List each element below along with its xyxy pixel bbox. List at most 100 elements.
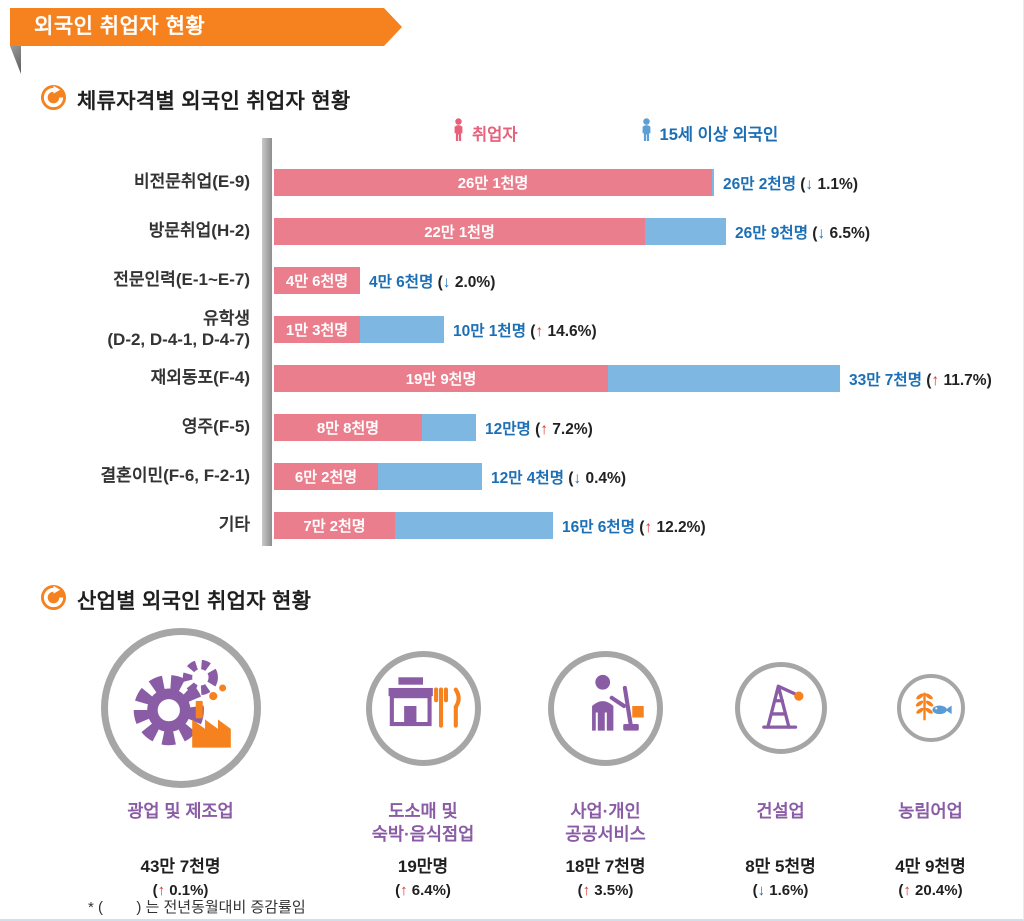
industry-change: (↑ 0.1%) <box>153 882 209 899</box>
section-bullet-icon <box>40 84 67 116</box>
up-arrow-icon: ↑ <box>540 420 548 438</box>
industry-change: (↑ 3.5%) <box>578 882 634 899</box>
paren-text: ( <box>634 518 645 536</box>
paren-text: ) <box>203 882 209 899</box>
paren-text: ( <box>807 224 818 242</box>
foreigners-total-bar: 6만 2천명 <box>274 463 482 490</box>
up-arrow-icon: ↑ <box>644 518 653 536</box>
total-value-label: 10만 1천명 (↑ 14.6%) <box>453 319 597 341</box>
total-value-label: 16만 6천명 (↑ 12.2%) <box>562 515 706 537</box>
bar-group: 26만 1천명 26만 2천명 (↓ 1.1%) <box>274 169 858 196</box>
total-value-label: 12만명 (↑ 7.2%) <box>485 417 593 439</box>
paren-text: ( <box>752 882 758 899</box>
paren-text: ( <box>577 882 583 899</box>
employed-value-label: 7만 2천명 <box>303 518 366 535</box>
person-icon <box>640 118 653 147</box>
change-percent: 20.4% <box>910 882 958 899</box>
industry-item: 건설업 8만 5천명 (↓ 1.6%) <box>698 626 863 899</box>
industry-circle-area <box>548 626 663 790</box>
page-title: 외국인 취업자 현황 <box>34 15 206 38</box>
paren-text: ) <box>803 882 809 899</box>
total-value-label: 26만 2천명 (↓ 1.1%) <box>723 172 858 194</box>
up-arrow-icon: ↑ <box>903 882 911 899</box>
section2-header: 산업별 외국인 취업자 현황 <box>40 584 311 616</box>
employed-value-label: 4만 6천명 <box>285 273 349 290</box>
total-value-label: 26만 9천명 (↓ 6.5%) <box>735 221 870 243</box>
total-value-label: 12만 4천명 (↓ 0.4%) <box>491 466 626 488</box>
industry-name: 사업·개인 공공서비스 <box>565 801 646 844</box>
employed-bar: 19만 9천명 <box>274 365 608 392</box>
employed-bar: 4만 6천명 <box>274 267 360 294</box>
total-value-label: 4만 6천명 (↓ 2.0%) <box>369 270 495 292</box>
industry-circle-area <box>734 626 827 790</box>
industry-value: 18만 7천명 <box>565 857 646 876</box>
down-arrow-icon: ↓ <box>805 175 814 193</box>
paren-text: ( <box>898 882 904 899</box>
industry-value: 43만 7천명 <box>140 857 221 876</box>
change-percent: 11.7% <box>939 371 987 389</box>
paren-text: ) <box>864 224 870 242</box>
foreigners-total-bar: 4만 6천명 <box>274 267 360 294</box>
section2-title: 산업별 외국인 취업자 현황 <box>77 590 312 613</box>
gear-factory-icon <box>122 647 239 769</box>
change-percent: 3.5% <box>590 882 629 899</box>
change-percent: 14.6% <box>543 322 592 340</box>
industry-value: 8만 5천명 <box>745 857 816 876</box>
category-label: 기타 <box>218 515 250 535</box>
footnote: * ( ) 는 전년동월대비 증감률임 <box>88 899 306 916</box>
chart-row: 방문취업(H-2) 22만 1천명 26만 9천명 (↓ 6.5%) <box>12 207 1012 256</box>
industry-change: (↓ 1.6%) <box>753 882 809 899</box>
category-label: 전문인력(E-1~E-7) <box>113 270 250 290</box>
down-arrow-icon: ↓ <box>817 224 826 242</box>
total-number: 4만 6천명 <box>369 273 434 291</box>
chart-row: 비전문취업(E-9) 26만 1천명 26만 2천명 (↓ 1.1%) <box>12 158 1012 207</box>
change-percent: 1.1% <box>813 175 853 193</box>
category-label: 비전문취업(E-9) <box>134 172 250 192</box>
legend-item-employed: 취업자 <box>452 118 518 147</box>
paren-text: ( <box>530 420 541 438</box>
change-percent: 0.4% <box>581 469 621 487</box>
paren-text: ) <box>700 518 706 536</box>
total-number: 10만 1천명 <box>453 322 526 340</box>
industry-item: 농림어업 4만 9천명 (↑ 20.4%) <box>863 626 998 899</box>
down-arrow-icon: ↓ <box>573 469 582 487</box>
employed-value-label: 26만 1천명 <box>457 175 529 192</box>
chart-row: 기타 7만 2천명 16만 6천명 (↑ 12.2%) <box>12 501 1012 550</box>
chart-row: 전문인력(E-1~E-7) 4만 6천명 4만 6천명 (↓ 2.0%) <box>12 256 1012 305</box>
category-label: 유학생 (D-2, D-4-1, D-4-7) <box>107 309 250 349</box>
industry-item: 사업·개인 공공서비스 18만 7천명 (↑ 3.5%) <box>513 626 698 899</box>
industry-name: 도소매 및 숙박·음식점업 <box>371 801 475 844</box>
employed-value-label: 8만 8천명 <box>316 420 380 437</box>
bar-group: 7만 2천명 16만 6천명 (↑ 12.2%) <box>274 512 706 539</box>
residence-bar-chart: 비전문취업(E-9) 26만 1천명 26만 2천명 (↓ 1.1%) 방문취업(H-… <box>12 138 1012 550</box>
up-arrow-icon: ↑ <box>535 322 544 340</box>
industry-value: 4만 9천명 <box>895 857 966 876</box>
chart-axis-bar <box>262 138 272 546</box>
section-bullet-icon <box>40 584 67 616</box>
industry-change: (↑ 6.4%) <box>395 882 451 899</box>
industry-circle <box>548 650 663 766</box>
paren-text: ) <box>591 322 597 340</box>
chart-legend: 취업자 15세 이상 외국인 <box>452 118 778 147</box>
paren-text: ( <box>152 882 158 899</box>
change-percent: 12.2% <box>652 518 701 536</box>
employed-bar: 7만 2천명 <box>274 512 395 539</box>
paren-text: ( <box>525 322 536 340</box>
bar-group: 4만 6천명 4만 6천명 (↓ 2.0%) <box>274 267 495 294</box>
industry-circle-area <box>365 626 481 790</box>
total-number: 26만 9천명 <box>735 224 808 242</box>
up-arrow-icon: ↑ <box>931 371 940 389</box>
industry-circle <box>100 628 261 788</box>
industry-circle <box>734 662 827 754</box>
down-arrow-icon: ↓ <box>442 273 451 291</box>
employed-bar: 8만 8천명 <box>274 414 422 441</box>
paren-text: ) <box>986 371 992 389</box>
chart-row: 재외동포(F-4) 19만 9천명 33만 7천명 (↑ 11.7%) <box>12 354 1012 403</box>
paren-text: ( <box>433 273 443 291</box>
category-label: 재외동포(F-4) <box>150 368 250 388</box>
bar-chart-rows: 비전문취업(E-9) 26만 1천명 26만 2천명 (↓ 1.1%) 방문취업(H-… <box>12 158 1012 550</box>
change-percent: 0.1% <box>165 882 204 899</box>
employed-value-label: 22만 1천명 <box>424 224 495 241</box>
person-icon <box>452 118 465 147</box>
employed-value-label: 19만 9천명 <box>405 371 477 388</box>
